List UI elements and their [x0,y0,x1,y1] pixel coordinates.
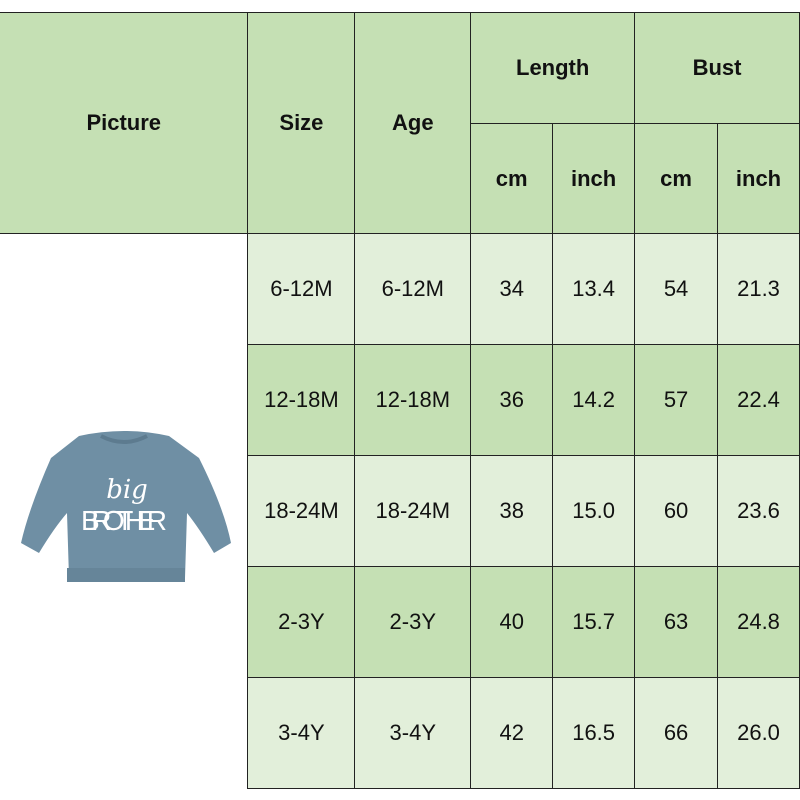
cell-length-inch: 15.7 [552,566,636,678]
size-chart-table: Picture Size Age Length Bust cm inch cm … [0,12,800,789]
table-row: 12-18M 12-18M 36 14.2 57 22.4 [0,344,800,456]
table-row: big BROTHER 6-12M 6-12M 34 13.4 54 21.3 [0,233,800,789]
cell-bust-inch: 23.6 [717,455,800,567]
cell-length-cm: 34 [470,233,554,345]
cell-size: 12-18M [247,344,356,456]
cell-length-cm: 42 [470,677,554,789]
cell-length-inch: 15.0 [552,455,636,567]
cell-size: 2-3Y [247,566,356,678]
cell-bust-cm: 54 [634,233,719,345]
cell-bust-cm: 60 [634,455,719,567]
svg-text:BROTHER: BROTHER [81,505,167,536]
cell-size: 3-4Y [247,677,356,789]
cell-bust-inch: 24.8 [717,566,800,678]
cell-length-inch: 16.5 [552,677,636,789]
cell-age: 3-4Y [354,677,472,789]
header-bust-inch: inch [717,123,800,234]
header-length-cm: cm [470,123,554,234]
cell-age: 6-12M [354,233,472,345]
cell-length-cm: 38 [470,455,554,567]
header-picture: Picture [0,12,249,234]
cell-bust-inch: 26.0 [717,677,800,789]
cell-length-cm: 40 [470,566,554,678]
table-row: 18-24M 18-24M 38 15.0 60 23.6 [0,455,800,567]
header-size: Size [247,12,356,234]
header-bust-cm: cm [634,123,719,234]
cell-length-inch: 13.4 [552,233,636,345]
cell-age: 2-3Y [354,566,472,678]
header-length-inch: inch [552,123,636,234]
cell-bust-cm: 66 [634,677,719,789]
header-bust: Bust [634,12,800,124]
table-row: 3-4Y 3-4Y 42 16.5 66 26.0 [0,677,800,789]
product-picture: big BROTHER [0,233,249,789]
cell-bust-cm: 63 [634,566,719,678]
header-length: Length [470,12,636,124]
header-age: Age [354,12,472,234]
cell-age: 18-24M [354,455,472,567]
cell-size: 18-24M [247,455,356,567]
cell-length-cm: 36 [470,344,554,456]
svg-text:big: big [106,475,148,505]
cell-age: 12-18M [354,344,472,456]
cell-bust-cm: 57 [634,344,719,456]
cell-bust-inch: 22.4 [717,344,800,456]
cell-bust-inch: 21.3 [717,233,800,345]
cell-length-inch: 14.2 [552,344,636,456]
cell-size: 6-12M [247,233,356,345]
